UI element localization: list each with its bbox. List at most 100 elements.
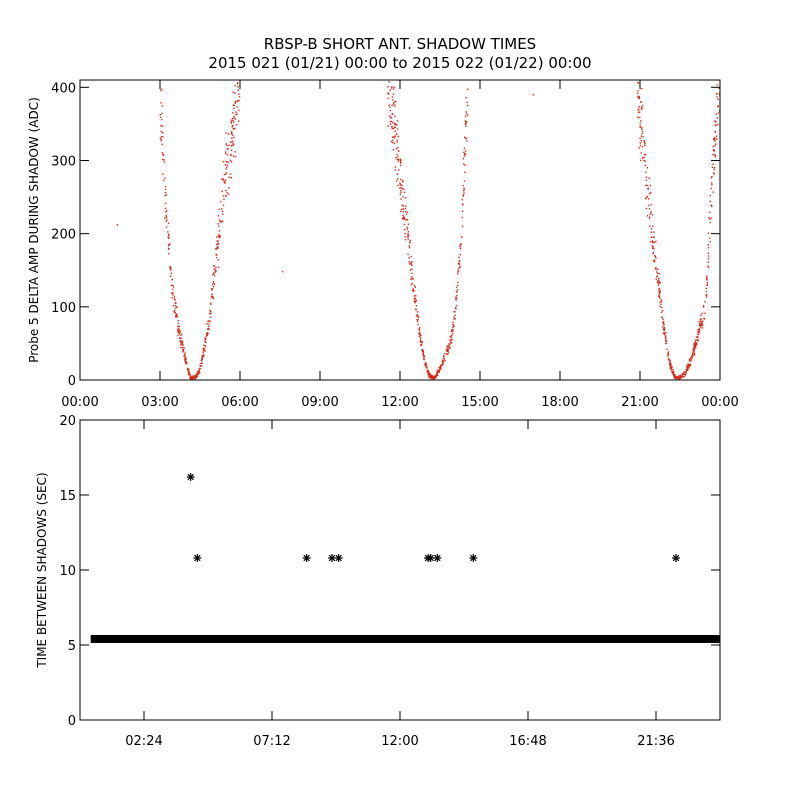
top-data-point: [713, 153, 716, 156]
top-data-point: [213, 282, 215, 284]
top-data-point: [178, 332, 181, 335]
top-data-point: [195, 376, 197, 378]
top-data-point: [199, 365, 201, 367]
top-data-point: [219, 235, 221, 238]
top-data-point: [466, 101, 468, 104]
top-data-point: [458, 263, 461, 265]
top-data-point: [675, 375, 678, 378]
top-data-point: [658, 294, 660, 297]
top-data-point: [165, 220, 167, 222]
top-data-point: [225, 151, 227, 153]
top-data-point: [463, 192, 465, 194]
top-data-point: [184, 361, 187, 363]
top-data-point: [193, 374, 195, 377]
top-data-point: [401, 204, 403, 206]
top-data-point: [388, 104, 390, 106]
top-data-point: [183, 355, 185, 357]
top-data-point: [403, 216, 405, 218]
top-data-point: [464, 136, 466, 138]
top-data-point: [194, 376, 196, 378]
top-data-point: [412, 289, 415, 291]
top-data-point: [392, 139, 394, 142]
top-data-point: [431, 374, 433, 376]
top-data-point: [694, 347, 697, 349]
top-x-tick-label: 15:00: [461, 395, 498, 410]
top-data-point: [393, 103, 395, 106]
top-data-point: [412, 288, 414, 290]
top-data-point: [685, 368, 688, 371]
top-data-point: [686, 365, 688, 367]
top-x-tick-label: 06:00: [221, 395, 258, 410]
top-data-point: [389, 106, 391, 108]
top-data-point: [172, 288, 174, 291]
top-data-point: [160, 124, 162, 127]
top-data-point: [211, 297, 213, 299]
top-data-point: [437, 370, 440, 372]
top-data-point: [165, 226, 168, 228]
top-data-point: [235, 111, 237, 113]
top-data-point: [223, 181, 225, 183]
top-data-point: [656, 281, 659, 283]
top-data-point: [407, 236, 409, 238]
top-data-point: [669, 359, 671, 362]
top-data-point: [687, 366, 689, 369]
top-data-point: [438, 370, 441, 373]
top-data-point: [658, 293, 660, 295]
top-data-point: [648, 208, 651, 210]
top-data-point: [179, 331, 181, 333]
top-outlier-point: [281, 271, 284, 273]
top-data-point: [670, 363, 672, 365]
top-data-point: [230, 132, 233, 134]
bottom-y-axis-label: TIME BETWEEN SHADOWS (SEC): [35, 472, 49, 668]
top-data-point: [402, 181, 404, 183]
top-data-point: [229, 141, 232, 144]
top-data-point: [178, 328, 180, 331]
top-data-point: [642, 156, 644, 159]
top-data-point: [396, 139, 398, 141]
top-data-point: [642, 130, 644, 133]
top-data-point: [405, 213, 408, 216]
top-data-point: [172, 292, 174, 294]
top-data-point: [713, 168, 715, 171]
top-data-point: [392, 88, 395, 90]
top-data-point: [697, 339, 699, 341]
top-data-point: [164, 188, 167, 191]
star-stroke: [335, 554, 342, 562]
top-data-point: [225, 172, 228, 174]
top-data-point: [661, 326, 664, 328]
top-data-point: [710, 217, 712, 219]
top-data-point: [429, 374, 431, 376]
top-data-point: [636, 92, 639, 94]
top-data-point: [442, 363, 444, 365]
top-data-point: [692, 351, 695, 353]
top-data-point: [693, 348, 696, 350]
top-data-point: [191, 375, 193, 377]
bottom-data-point: [672, 554, 680, 562]
top-data-point: [393, 142, 396, 145]
top-data-point: [215, 266, 217, 268]
top-data-point: [407, 234, 409, 236]
top-data-point: [453, 316, 455, 318]
top-data-point: [458, 263, 460, 265]
top-data-point: [463, 147, 466, 150]
top-data-point: [459, 253, 461, 256]
top-data-point: [404, 218, 406, 221]
top-data-point: [649, 241, 652, 243]
top-data-point: [453, 318, 455, 320]
top-data-point: [230, 131, 233, 133]
top-data-point: [176, 316, 179, 318]
top-data-point: [181, 341, 184, 343]
top-data-point: [695, 336, 698, 338]
top-data-point: [443, 355, 445, 357]
top-data-point: [233, 107, 235, 110]
top-data-point: [222, 178, 224, 180]
top-data-point: [715, 113, 717, 115]
top-data-point: [448, 347, 450, 350]
top-data-point: [216, 236, 218, 238]
top-data-point: [451, 333, 454, 335]
top-data-point: [655, 271, 658, 273]
top-data-point: [187, 368, 189, 371]
top-data-point: [687, 365, 689, 368]
top-data-point: [394, 169, 396, 171]
